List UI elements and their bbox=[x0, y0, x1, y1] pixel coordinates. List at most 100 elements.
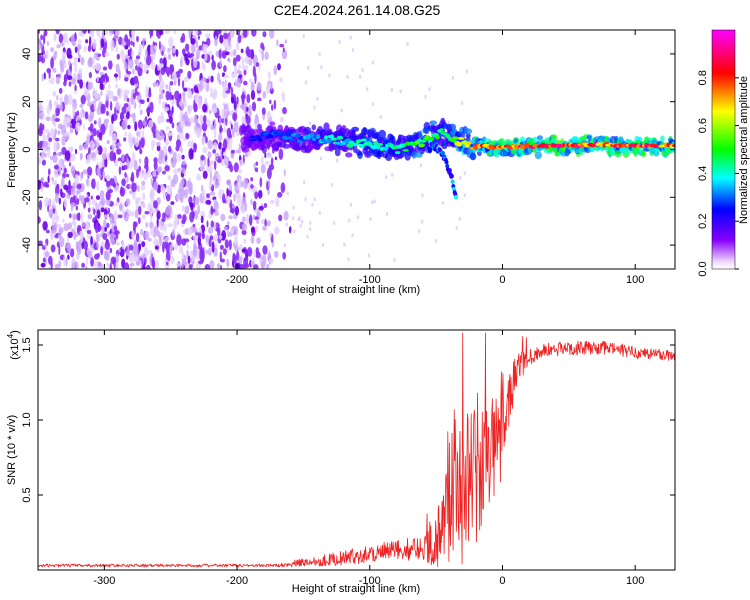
spectrogram-noise-cell bbox=[159, 30, 164, 36]
spectrogram-noise-cell bbox=[42, 140, 48, 148]
spectrogram-noise-cell bbox=[285, 222, 288, 227]
spectrogram-noise-cell bbox=[135, 65, 139, 71]
spectrogram-noise-cell bbox=[90, 195, 93, 200]
spectrogram-track-halo bbox=[470, 151, 476, 160]
spectrogram-noise-cell bbox=[185, 133, 190, 139]
spectrogram-noise-cell bbox=[198, 260, 204, 265]
spectrogram-noise-cell bbox=[234, 246, 240, 252]
spectrogram-track-layer bbox=[240, 117, 675, 200]
spectrogram-noise-cell bbox=[126, 111, 130, 120]
spectrogram-noise-cell bbox=[165, 242, 170, 254]
spectrogram-noise-cell bbox=[56, 224, 62, 229]
spectrogram-noise-cell bbox=[74, 84, 77, 91]
spectrogram-noise-cell bbox=[224, 158, 229, 169]
spectrogram-track-cell bbox=[330, 137, 338, 141]
spectrogram-track-cell bbox=[336, 135, 343, 140]
spectrogram-noise-cell bbox=[96, 181, 100, 191]
spectrogram-noise-cell bbox=[69, 162, 71, 167]
spectrogram-noise-cell bbox=[188, 148, 194, 160]
spectrogram-noise-cell bbox=[68, 81, 72, 87]
spectrogram-noise-cell bbox=[145, 264, 151, 269]
spectrogram-noise-cell bbox=[63, 223, 69, 232]
spectrogram-noise-cell bbox=[283, 210, 289, 221]
spectrogram-noise-cell bbox=[106, 75, 110, 83]
spectrogram-noise-cell bbox=[279, 116, 284, 123]
spectrogram-noise-cell bbox=[86, 178, 89, 186]
spectrogram-noise-cell bbox=[144, 230, 150, 241]
spectrogram-noise-cell bbox=[55, 137, 60, 142]
spectrogram-noise-cell bbox=[148, 91, 152, 98]
spectrogram-noise-cell bbox=[38, 140, 43, 150]
spectrogram-noise-cell bbox=[185, 228, 190, 235]
spectrogram-noise-cell bbox=[52, 67, 57, 73]
spectrogram-noise-cell bbox=[254, 225, 259, 233]
spectrogram-noise-cell bbox=[230, 123, 233, 130]
spectrogram-noise-cell bbox=[291, 216, 295, 221]
spectrogram-noise-cell bbox=[60, 188, 63, 197]
spectrogram-noise-cell bbox=[293, 229, 296, 234]
spectrogram-noise-cell bbox=[241, 76, 244, 83]
spectrogram-noise-cell bbox=[256, 237, 261, 245]
spectrogram-noise-cell bbox=[104, 226, 108, 232]
spectrogram-track-cell bbox=[435, 135, 440, 140]
spectrogram-noise-cell bbox=[48, 168, 51, 176]
spectrogram-noise-cell bbox=[63, 36, 69, 43]
spectrogram-noise-cell bbox=[214, 118, 217, 129]
spectrogram-noise-cell bbox=[90, 235, 93, 246]
spectrogram-noise-cell bbox=[212, 91, 216, 100]
spectrogram-noise-cell bbox=[136, 197, 142, 202]
spectrogram-noise-cell bbox=[390, 88, 393, 92]
spectrogram-noise-cell bbox=[105, 99, 109, 108]
spectrogram-noise-cell bbox=[97, 261, 101, 269]
spectrogram-noise-cell bbox=[150, 61, 155, 70]
spectrogram-noise-cell bbox=[48, 255, 53, 265]
spectrogram-noise-cell bbox=[47, 148, 51, 158]
spectrogram-noise-cell bbox=[74, 222, 77, 230]
spectrogram-noise-cell bbox=[141, 169, 144, 174]
spectrogram-noise-cell bbox=[371, 200, 374, 205]
spectrogram-noise-cell bbox=[38, 114, 43, 120]
spectrogram-noise-cell bbox=[308, 121, 312, 126]
spectrogram-noise-cell bbox=[210, 86, 213, 97]
spectrogram-noise-cell bbox=[148, 250, 153, 255]
spectrogram-noise-cell bbox=[173, 30, 177, 35]
spectrogram-noise-cell bbox=[72, 106, 76, 117]
spectrogram-noise-cell bbox=[128, 58, 134, 69]
spectrogram-noise-cell bbox=[116, 53, 121, 60]
spectrogram-noise-cell bbox=[93, 208, 96, 216]
spectrogram-noise-cell bbox=[85, 39, 89, 44]
spectrogram-noise-cell bbox=[226, 179, 232, 186]
spectrogram-noise-cell bbox=[169, 116, 173, 124]
spectrogram-noise-cell bbox=[75, 121, 81, 132]
spectrogram-noise-cell bbox=[74, 64, 78, 73]
spectrogram-noise-cell bbox=[244, 263, 250, 269]
spectrogram-noise-cell bbox=[118, 36, 123, 46]
spectrogram-noise-cell bbox=[185, 205, 190, 215]
spectrogram-noise-cell bbox=[178, 246, 184, 254]
spectrogram-noise-cell bbox=[109, 126, 113, 137]
spectrogram-noise-cell bbox=[100, 246, 104, 256]
spectrogram-noise-cell bbox=[132, 151, 136, 163]
spectrogram-noise-cell bbox=[63, 114, 68, 125]
spectrogram-noise-cell bbox=[161, 50, 164, 56]
spectrogram-noise-cell bbox=[309, 220, 312, 225]
spectrogram-noise-cell bbox=[218, 141, 222, 150]
spectrogram-noise-cell bbox=[116, 148, 122, 155]
spectrogram-noise-cell bbox=[133, 239, 138, 248]
spectrogram-noise-cell bbox=[263, 202, 268, 209]
spectrogram-noise-cell bbox=[104, 241, 111, 250]
spectrogram-noise-cell bbox=[146, 97, 150, 103]
spectrogram-noise-cell bbox=[131, 182, 137, 193]
spectrogram-noise-cell bbox=[42, 221, 48, 231]
spectrogram-noise-cell bbox=[336, 158, 339, 163]
spectrogram-noise-cell bbox=[349, 35, 352, 40]
spectrogram-noise-cell bbox=[222, 138, 228, 150]
spectrogram-noise-cell bbox=[87, 251, 93, 259]
spectrogram-noise-cell bbox=[85, 220, 89, 231]
spectrogram-noise-cell bbox=[348, 218, 351, 223]
spectrogram-noise-cell bbox=[146, 107, 151, 113]
spectrogram-noise-cell bbox=[146, 55, 152, 66]
spectrogram-noise-cell bbox=[214, 160, 217, 171]
spectrogram-noise-cell bbox=[283, 243, 287, 248]
spectrogram-noise-cell bbox=[79, 104, 84, 108]
